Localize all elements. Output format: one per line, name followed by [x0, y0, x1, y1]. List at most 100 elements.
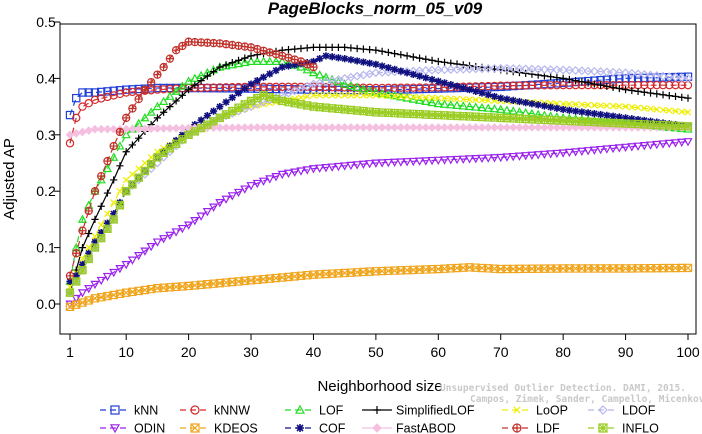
data-point-knnw	[484, 81, 493, 91]
data-point-ldof	[546, 65, 556, 75]
data-point-odin	[127, 256, 138, 265]
legend-label-fastabod: FastABOD	[396, 422, 456, 434]
data-point-lof	[464, 101, 475, 111]
legend-item-cof: COF	[285, 422, 346, 434]
series-line-ldf	[69, 41, 314, 276]
data-point-odin	[389, 158, 400, 167]
data-point-lof	[496, 104, 506, 113]
data-point-fastabod	[340, 123, 349, 132]
data-point-fastabod	[546, 123, 555, 132]
legend-label-kdeos: KDEOS	[214, 422, 258, 434]
data-point-inflo	[271, 94, 281, 104]
data-point-fastabod	[565, 123, 574, 132]
data-point-lof	[227, 60, 237, 69]
data-point-odin	[564, 148, 575, 158]
data-point-knnw	[546, 81, 555, 90]
data-point-simplifiedlof	[578, 78, 586, 86]
data-point-ldof	[627, 68, 637, 78]
data-point-fastabod	[496, 123, 506, 132]
data-point-fastabod	[527, 123, 537, 132]
data-point-odin	[546, 150, 556, 159]
data-point-simplifiedlof	[185, 86, 193, 94]
legend-marker-knnw	[190, 405, 200, 415]
data-point-odin	[652, 140, 662, 150]
data-point-knnw	[533, 81, 543, 90]
data-point-odin	[533, 151, 543, 160]
data-point-odin	[84, 285, 94, 294]
data-point-cof	[497, 94, 505, 102]
data-point-simplifiedlof	[359, 45, 367, 53]
data-point-odin	[583, 147, 593, 156]
x-tick-label: 40	[306, 344, 322, 360]
data-point-ldof	[608, 67, 618, 77]
data-point-loop	[566, 100, 573, 108]
y-tick-label: 0.3	[36, 127, 56, 143]
legend-marker-simplifiedlof	[373, 406, 381, 414]
data-point-lof	[146, 107, 156, 116]
data-point-lof	[346, 80, 356, 90]
data-point-lof	[258, 56, 269, 65]
data-point-loop	[85, 244, 93, 251]
data-point-knnw	[527, 81, 537, 90]
data-point-simplifiedlof	[547, 73, 555, 81]
x-tick-label: 10	[118, 344, 134, 360]
data-point-odin	[620, 143, 631, 153]
data-point-inflo	[72, 277, 81, 286]
data-point-knnw	[153, 85, 162, 94]
data-point-loop	[447, 95, 455, 103]
series-ldof	[65, 63, 693, 298]
data-point-cof	[322, 52, 330, 60]
data-point-cof	[110, 210, 118, 218]
y-tick-label: 0.5	[36, 14, 56, 30]
data-point-loop	[353, 92, 361, 99]
data-point-fastabod	[252, 123, 262, 132]
data-point-inflo	[240, 100, 249, 109]
data-point-simplifiedlof	[609, 83, 617, 92]
data-point-simplifiedlof	[316, 43, 324, 51]
legend-marker-kdeos	[190, 423, 200, 433]
data-point-odin	[471, 155, 481, 164]
data-point-knnw	[209, 83, 218, 92]
data-point-simplifiedlof	[590, 80, 598, 88]
data-point-ldof	[496, 63, 506, 73]
data-point-fastabod	[90, 124, 100, 134]
data-point-knnw	[509, 81, 518, 90]
data-point-loop	[335, 92, 342, 99]
data-point-cof	[609, 112, 617, 120]
data-point-kdeos	[683, 263, 693, 273]
data-point-loop	[616, 103, 623, 110]
data-point-knnw	[72, 113, 81, 123]
data-point-loop	[385, 92, 392, 100]
data-point-ldf	[121, 113, 131, 123]
data-point-fastabod	[384, 123, 393, 132]
data-point-cof	[547, 103, 555, 111]
data-point-fastabod	[465, 123, 474, 132]
data-point-loop	[559, 100, 567, 108]
data-point-simplifiedlof	[153, 114, 161, 122]
data-point-odin	[589, 146, 599, 155]
data-point-ldof	[671, 72, 680, 82]
data-point-loop	[328, 92, 336, 99]
data-point-lof	[296, 62, 306, 71]
data-point-simplifiedlof	[309, 43, 318, 51]
data-point-ldof	[433, 65, 443, 75]
y-tick-label: 0.0	[36, 296, 56, 312]
data-point-inflo	[115, 201, 125, 210]
data-point-loop	[597, 102, 604, 109]
x-tick-label: 30	[243, 344, 259, 360]
data-point-lof	[358, 84, 369, 93]
data-point-knnw	[109, 91, 118, 100]
data-point-inflo	[259, 91, 268, 100]
data-point-odin	[115, 264, 125, 274]
legend-label-ldf: LDF	[536, 422, 560, 434]
data-point-odin	[627, 143, 637, 152]
data-point-knnw	[646, 80, 655, 90]
data-point-simplifiedlof	[366, 46, 374, 54]
data-point-knnw	[415, 83, 424, 92]
data-point-odin	[658, 140, 668, 149]
data-point-cof	[559, 105, 567, 114]
data-point-odin	[159, 235, 169, 244]
data-point-ldof	[284, 88, 293, 98]
data-point-simplifiedlof	[135, 134, 143, 142]
data-point-knnw	[421, 83, 431, 92]
